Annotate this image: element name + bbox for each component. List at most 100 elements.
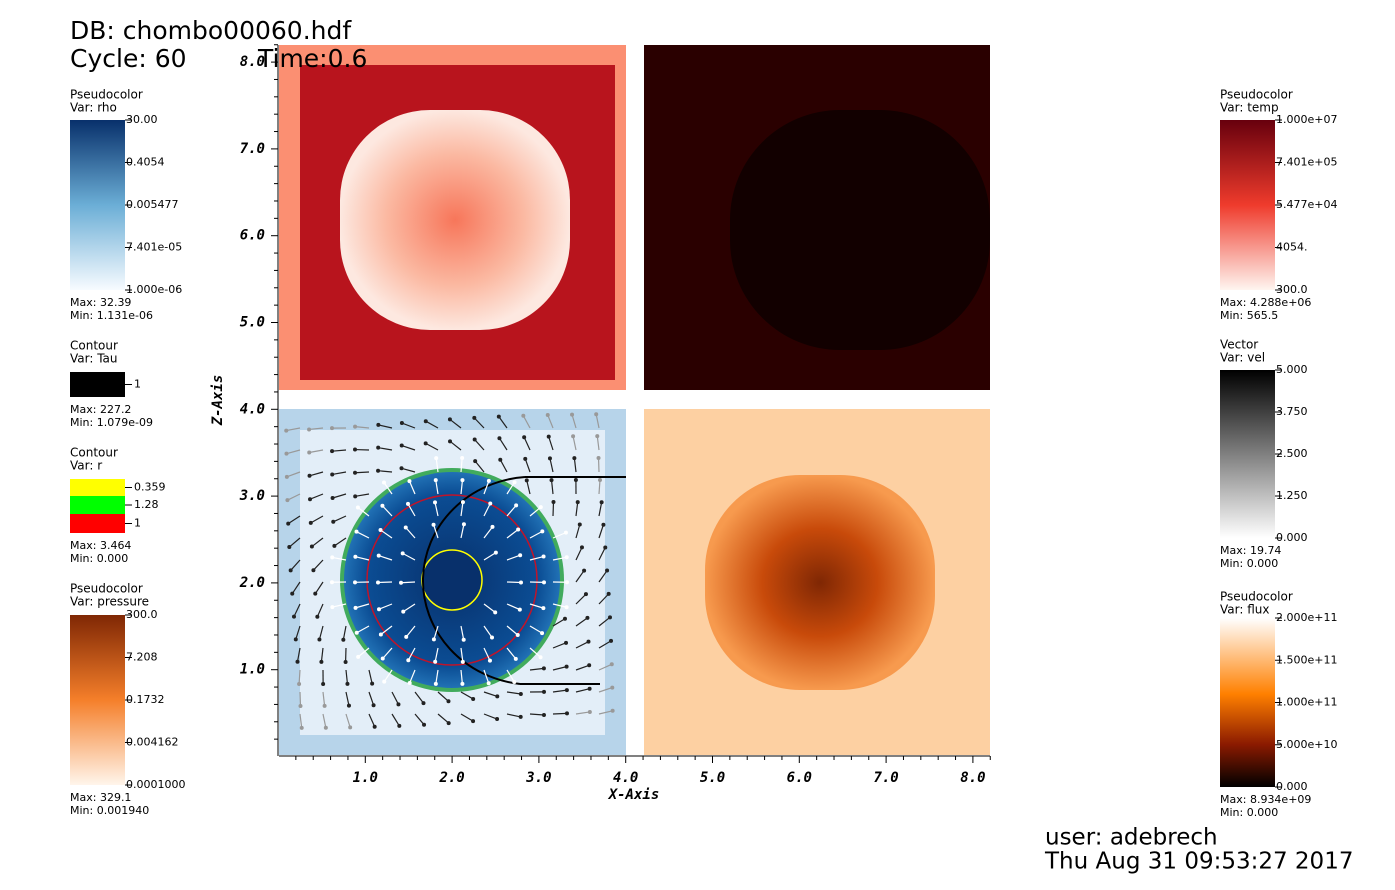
vector-arrow-head — [495, 694, 500, 699]
legend-title: Contour — [70, 446, 118, 460]
vector-arrow — [345, 713, 351, 728]
vector-arrow — [433, 625, 439, 640]
vector-arrow — [368, 691, 375, 706]
y-tick-label: 5.0 — [240, 315, 265, 331]
colorbar — [1220, 370, 1275, 538]
vector-arrow-head — [341, 637, 346, 642]
legend-max: Max: 3.464 — [70, 539, 131, 552]
vector-arrow — [405, 527, 416, 539]
vector-arrow-head — [448, 439, 453, 444]
vector-arrow — [575, 570, 585, 583]
vector-arrow — [552, 603, 567, 608]
legend-max: Max: 227.2 — [70, 403, 131, 416]
vector-arrow-head — [286, 521, 291, 526]
vector-arrow-head — [399, 580, 404, 585]
vector-arrow-head — [380, 656, 385, 661]
vector-arrow — [331, 449, 347, 452]
vector-arrow-head — [577, 522, 582, 527]
colorbar-label: 30.00 — [126, 113, 158, 126]
vector-arrow-head — [461, 637, 466, 642]
vector-arrow — [598, 524, 604, 539]
vector-arrow-head — [446, 699, 451, 704]
vector-arrow-head — [521, 413, 526, 418]
vector-arrow — [322, 691, 326, 706]
vector-arrow — [522, 415, 531, 429]
vector-arrow — [575, 664, 590, 671]
vector-arrow — [526, 480, 531, 495]
vector-arrow-head — [498, 457, 503, 462]
colorbar-label: 0.000 — [1276, 780, 1308, 793]
vector-arrow — [342, 625, 347, 640]
x-tick-label: 8.0 — [960, 770, 985, 786]
legend-var: Var: rho — [70, 101, 117, 115]
colorbar-label: 5.000 — [1276, 363, 1308, 376]
vector-arrow — [529, 667, 544, 671]
vector-arrow-head — [540, 529, 545, 534]
vector-arrow-head — [381, 480, 386, 485]
vector-arrow — [549, 458, 554, 473]
vector-arrow — [506, 625, 519, 636]
vector-arrow — [523, 437, 531, 451]
vector-arrow-head — [486, 478, 491, 483]
vector-arrow-head — [607, 615, 612, 620]
vector-arrow-head — [380, 503, 385, 508]
vector-arrow — [355, 556, 370, 561]
vector-arrow-head — [541, 689, 546, 694]
vector-arrow — [380, 529, 393, 539]
vector-arrow — [598, 640, 612, 649]
vector-arrow-head — [595, 434, 600, 439]
vector-arrow-head — [461, 522, 466, 527]
vector-arrow-head — [371, 703, 376, 708]
vector-arrow-head — [564, 555, 569, 560]
colorbar — [1220, 120, 1275, 290]
vector-arrow-head — [541, 666, 546, 671]
vector-arrow — [598, 547, 606, 561]
vector-arrow-head — [353, 470, 358, 475]
vector-arrow-head — [472, 437, 477, 442]
vector-arrow-head — [315, 614, 320, 619]
vector-arrow-head — [603, 545, 608, 550]
vector-arrow-head — [434, 456, 439, 461]
vector-arrow-head — [564, 605, 569, 610]
vector-arrow-head — [541, 713, 546, 718]
vector-arrow — [293, 603, 301, 617]
vector-arrow-head — [460, 500, 465, 505]
colorbar-label: 2.000e+11 — [1276, 611, 1337, 624]
vector-arrow-head — [353, 605, 358, 610]
vector-arrow — [401, 467, 416, 473]
vector-arrow — [318, 625, 324, 640]
contour-label: 0.359 — [134, 481, 166, 494]
vector-arrow-head — [583, 592, 588, 597]
vector-arrow-head — [587, 663, 592, 668]
vector-arrow-head — [323, 725, 328, 730]
vector-arrow — [573, 458, 577, 473]
vector-arrow — [474, 439, 485, 451]
vector-arrow-head — [330, 495, 335, 500]
vector-arrow-head — [330, 426, 335, 431]
vector-arrow — [309, 471, 324, 477]
vector-arrow-head — [599, 500, 604, 505]
vector-arrow — [334, 537, 347, 547]
vector-arrow — [529, 713, 545, 716]
vector-arrow — [407, 647, 416, 661]
vector-arrow-head — [472, 415, 477, 420]
vector-arrow-head — [330, 580, 335, 585]
db-label: DB: chombo00060.hdf — [70, 16, 352, 45]
y-tick-label: 7.0 — [240, 141, 265, 157]
vector-arrow — [383, 669, 393, 682]
vector-arrow-head — [298, 703, 303, 708]
colorbar-label: 1.000e-06 — [126, 283, 182, 296]
vector-arrow — [434, 502, 439, 517]
vector-arrow-head — [404, 634, 409, 639]
vector-arrow — [598, 663, 613, 671]
x-tick-label: 7.0 — [873, 770, 898, 786]
vector-arrow — [529, 506, 542, 517]
colorbar-label: 2.500 — [1276, 447, 1308, 460]
vector-arrow-head — [517, 607, 522, 612]
vector-arrow — [400, 581, 416, 584]
vector-arrow — [449, 440, 462, 451]
colorbar-label: 7.401e-05 — [126, 241, 182, 254]
vector-arrow — [298, 669, 301, 685]
vector-arrow — [437, 713, 450, 724]
vector-arrow-head — [585, 615, 590, 620]
